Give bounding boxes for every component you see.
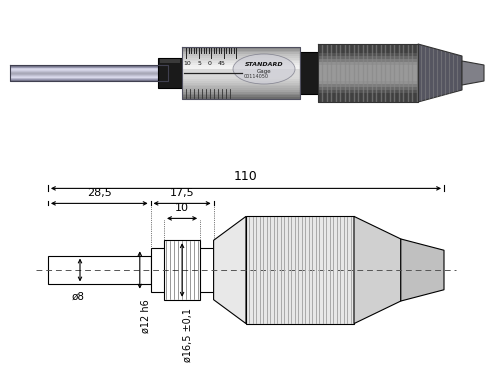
Text: 110: 110 (234, 170, 258, 183)
Text: 10: 10 (175, 203, 189, 213)
Text: 5: 5 (197, 61, 201, 66)
Polygon shape (401, 239, 444, 301)
Text: 00114050: 00114050 (244, 74, 268, 80)
Text: ø8: ø8 (72, 291, 85, 301)
Polygon shape (418, 44, 462, 102)
Ellipse shape (233, 54, 295, 84)
Text: Gage: Gage (256, 68, 272, 73)
Bar (164, 240, 200, 300)
Polygon shape (462, 61, 484, 85)
Polygon shape (354, 217, 401, 323)
Text: 45: 45 (218, 61, 226, 66)
Text: ø16,5 ±0,1: ø16,5 ±0,1 (183, 308, 193, 362)
Bar (300, 52, 318, 94)
Bar (158, 58, 182, 88)
Text: 28,5: 28,5 (87, 188, 112, 198)
Text: ø12 h6: ø12 h6 (141, 300, 151, 334)
Text: 0: 0 (208, 61, 212, 66)
Bar (160, 59, 180, 63)
Text: 17,5: 17,5 (170, 188, 194, 198)
Bar (48, 256, 150, 284)
Bar (150, 249, 214, 291)
Text: STANDARD: STANDARD (244, 61, 284, 66)
Text: 10: 10 (183, 61, 191, 66)
Polygon shape (214, 217, 246, 323)
Bar (246, 217, 354, 323)
